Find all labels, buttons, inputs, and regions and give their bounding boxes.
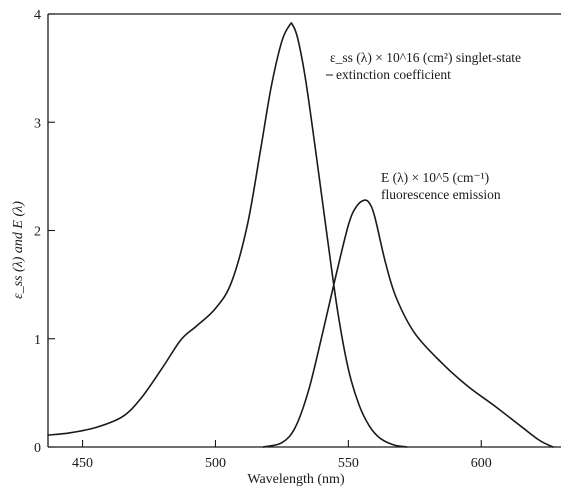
y-axis-label: ε_ss (λ) and E (λ) [11,201,26,299]
annotation-extinction: ε_ss (λ) × 10^16 (cm²) singlet-state ext… [326,50,521,82]
y-tick-label-0: 0 [34,441,41,456]
y-tick-label-2: 2 [34,225,41,240]
y-tick-label-3: 3 [34,116,41,131]
y-tick-label-4: 4 [34,8,41,23]
annotation-emission-line-2: fluorescence emission [381,187,501,202]
annotation-extinction-line-2: extinction coefficient [336,67,451,82]
axes [47,13,561,448]
x-tick-label-550: 550 [338,456,359,471]
annotation-emission: E (λ) × 10^5 (cm⁻¹) fluorescence emissio… [381,170,501,202]
x-tick-label-600: 600 [471,456,492,471]
x-axis-label: Wavelength (nm) [247,472,345,487]
x-tick-label-450: 450 [72,456,93,471]
emission-curve [262,199,554,448]
y-tick-label-1: 1 [34,333,41,348]
y-axis-label-group: ε_ss (λ) and E (λ) [11,201,26,299]
curves [47,22,554,448]
annotation-extinction-line-1: ε_ss (λ) × 10^16 (cm²) singlet-state [330,50,521,65]
x-tick-label-500: 500 [205,456,226,471]
annotation-emission-line-1: E (λ) × 10^5 (cm⁻¹) [381,170,489,185]
extinction-curve [47,22,408,448]
ticks: 450 500 550 600 0 1 2 3 4 [34,8,492,471]
